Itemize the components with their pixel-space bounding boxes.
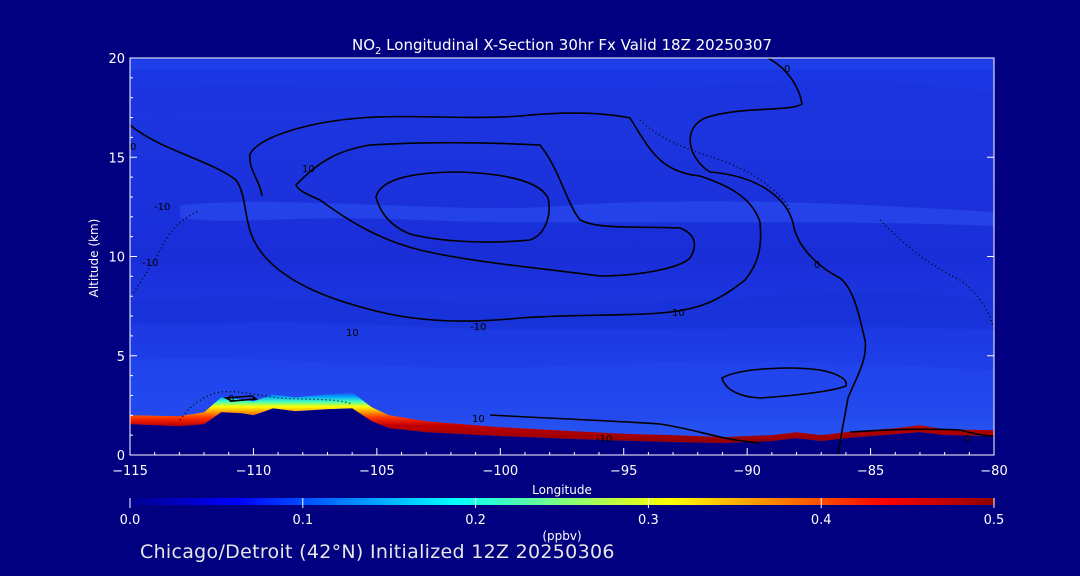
y-tick-label: 0	[117, 449, 125, 464]
y-tick-label: 15	[108, 151, 125, 166]
y-axis-label: Altitude (km)	[87, 219, 101, 298]
colorbar-ticks: 0.0 0.1 0.2 0.3 0.4 0.5	[120, 498, 1005, 528]
x-axis-label: Longitude	[532, 483, 592, 497]
contour-label: 10	[346, 328, 359, 339]
contour-line	[130, 112, 762, 322]
dotted-contour	[179, 390, 353, 421]
plot-area: 0 10 10 -10 -10 0 10 0 -10 0 10 -10 0	[130, 58, 994, 455]
contour-label: 0	[964, 434, 970, 445]
contour-label: 0	[784, 64, 790, 75]
contour-line	[721, 367, 848, 399]
chart-title: NO2 Longitudinal X-Section 30hr Fx Valid…	[352, 36, 772, 57]
contour-line	[689, 58, 867, 455]
colorbar-label: (ppbv)	[542, 529, 581, 543]
contour-line	[849, 428, 994, 437]
y-tick-label: 5	[117, 350, 125, 365]
y-tick-label: 20	[108, 52, 125, 67]
contour-lines	[130, 58, 994, 455]
contour-label: 0	[814, 260, 820, 271]
contour-line	[489, 414, 761, 444]
contour-label: -10	[142, 258, 158, 269]
contour-label: 10	[302, 164, 315, 175]
y-axis: 0 5 10 15 20	[108, 52, 994, 464]
x-tick-label: −100	[482, 464, 518, 479]
surface-layer	[130, 392, 994, 444]
contour-label: 10	[472, 414, 485, 425]
init-caption: Chicago/Detroit (42°N) Initialized 12Z 2…	[140, 541, 615, 563]
contour-label: 0	[228, 394, 234, 405]
contour-label: -10	[596, 434, 612, 445]
field-bands	[130, 60, 994, 420]
x-tick-label: −105	[359, 464, 395, 479]
colorbar-tick-label: 0.2	[465, 513, 486, 528]
x-tick-label: −115	[112, 464, 148, 479]
contour-line	[223, 395, 259, 402]
x-tick-label: −90	[733, 464, 760, 479]
x-tick-label: −80	[980, 464, 1007, 479]
colorbar-tick-label: 0.3	[638, 513, 659, 528]
x-tick-label: −95	[610, 464, 637, 479]
y-tick-label: 10	[108, 251, 125, 266]
colorbar-tick-label: 0.1	[292, 513, 313, 528]
contour-line	[375, 171, 550, 243]
colorbar-tick-label: 0.0	[120, 513, 141, 528]
colorbar-bar	[130, 498, 994, 505]
contour-label: -10	[470, 322, 486, 333]
colorbar-tick-label: 0.4	[811, 513, 832, 528]
contour-label: 0	[130, 142, 136, 153]
contour-line	[295, 141, 696, 277]
field-band	[130, 60, 994, 70]
contour-labels: 0 10 10 -10 -10 0 10 0 -10 0 10 -10 0	[130, 64, 970, 445]
x-tick-label: −110	[236, 464, 272, 479]
dotted-contours	[130, 119, 994, 421]
x-tick-label: −85	[857, 464, 884, 479]
contour-label: 10	[672, 308, 685, 319]
contour-label: -10	[154, 202, 170, 213]
colorbar-tick-label: 0.5	[984, 513, 1005, 528]
x-axis: −115 −110 −105 −100 −95 −90 −85 −80	[112, 448, 1008, 479]
field-band	[130, 81, 994, 120]
field-band	[180, 201, 994, 226]
terrain	[130, 408, 994, 455]
colorbar: 0.0 0.1 0.2 0.3 0.4 0.5 (ppbv)	[120, 498, 1005, 543]
